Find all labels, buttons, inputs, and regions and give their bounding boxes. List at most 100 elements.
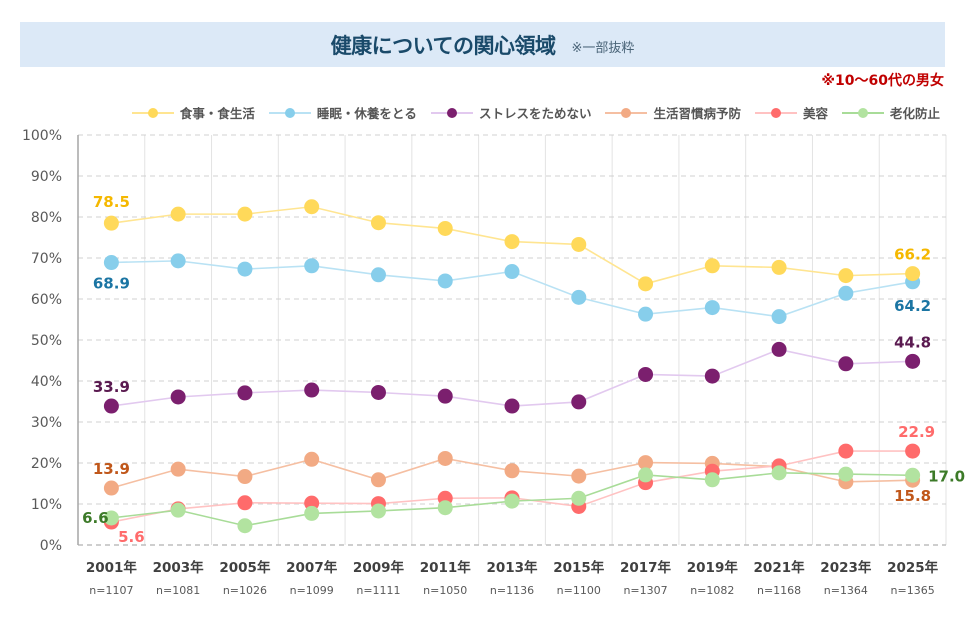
- data-point: [704, 472, 720, 488]
- x-tick-label: 2003年: [153, 559, 205, 576]
- x-tick-label: 2001年: [86, 559, 138, 576]
- data-point: [905, 443, 921, 459]
- data-point: [838, 443, 854, 459]
- data-point: [370, 215, 386, 231]
- data-point: [237, 206, 253, 222]
- data-point: [704, 258, 720, 274]
- data-point: [704, 368, 720, 384]
- chart-title: 健康についての関心領域: [330, 33, 556, 58]
- x-tick-label: 2013年: [486, 559, 538, 576]
- data-point: [905, 467, 921, 483]
- x-tick-label: 2019年: [687, 559, 739, 576]
- legend-item[interactable]: 食事・食生活: [131, 103, 255, 122]
- data-point: [237, 469, 253, 485]
- data-point: [437, 500, 453, 516]
- y-tick-label: 30%: [31, 415, 62, 431]
- data-point: [638, 455, 654, 471]
- sample-size-label: n=1100: [557, 584, 601, 597]
- y-tick-label: 60%: [31, 292, 62, 308]
- legend-line-marker-icon: [430, 107, 473, 118]
- data-point: [237, 518, 253, 534]
- data-point: [838, 285, 854, 301]
- data-point: [437, 388, 453, 404]
- y-tick-label: 80%: [31, 210, 62, 226]
- data-point: [437, 220, 453, 236]
- data-label: 22.9: [898, 423, 935, 441]
- sample-size-label: n=1107: [89, 584, 133, 597]
- legend-label: 美容: [802, 106, 828, 121]
- data-label: 64.2: [894, 297, 931, 315]
- legend-item[interactable]: 睡眠・休養をとる: [268, 103, 417, 122]
- data-point: [704, 300, 720, 316]
- data-point: [504, 493, 520, 509]
- legend-item[interactable]: 美容: [754, 103, 828, 122]
- legend-line-marker-icon: [131, 107, 174, 118]
- y-tick-label: 10%: [31, 497, 62, 513]
- data-point: [437, 273, 453, 289]
- sample-size-label: n=1307: [623, 584, 667, 597]
- data-point: [170, 206, 186, 222]
- data-point: [304, 451, 320, 467]
- sample-size-label: n=1082: [690, 584, 734, 597]
- legend-label: 老化防止: [889, 106, 940, 121]
- data-label: 78.5: [93, 193, 130, 211]
- sample-size-label: n=1081: [156, 584, 200, 597]
- data-point: [103, 510, 119, 526]
- data-point: [170, 461, 186, 477]
- x-tick-label: 2017年: [620, 559, 672, 576]
- x-tick-label: 2009年: [353, 559, 405, 576]
- x-tick-label: 2021年: [754, 559, 806, 576]
- data-label: 44.8: [894, 333, 931, 351]
- data-label: 17.0: [928, 467, 965, 485]
- x-tick-label: 2023年: [820, 559, 872, 576]
- data-point: [504, 264, 520, 280]
- y-tick-label: 20%: [31, 456, 62, 472]
- data-label: 33.9: [93, 378, 130, 396]
- data-label: 5.6: [118, 528, 145, 546]
- data-point: [638, 467, 654, 483]
- legend-item[interactable]: 老化防止: [841, 103, 940, 122]
- data-point: [838, 268, 854, 284]
- data-point: [304, 199, 320, 215]
- data-point: [103, 480, 119, 496]
- data-point: [237, 261, 253, 277]
- data-point: [838, 356, 854, 372]
- y-tick-label: 50%: [31, 333, 62, 349]
- sample-size-label: n=1168: [757, 584, 801, 597]
- data-point: [638, 366, 654, 382]
- chart-subtitle: ※一部抜粋: [571, 41, 635, 56]
- legend-line-marker-icon: [268, 107, 311, 118]
- data-point: [237, 495, 253, 511]
- data-point: [905, 266, 921, 282]
- data-point: [370, 267, 386, 283]
- title-banner: 健康についての関心領域 ※一部抜粋: [20, 22, 945, 67]
- y-tick-label: 0%: [40, 538, 62, 554]
- data-point: [304, 258, 320, 274]
- data-point: [170, 253, 186, 269]
- data-point: [571, 490, 587, 506]
- data-point: [638, 306, 654, 322]
- data-point: [504, 398, 520, 414]
- data-point: [638, 276, 654, 292]
- series-line: [111, 348, 913, 407]
- y-tick-label: 90%: [31, 169, 62, 185]
- data-point: [504, 463, 520, 479]
- legend-item[interactable]: ストレスをためない: [430, 103, 591, 122]
- data-point: [103, 398, 119, 414]
- x-tick-label: 2007年: [286, 559, 338, 576]
- y-tick-label: 100%: [22, 128, 62, 144]
- legend-item[interactable]: 生活習慣病予防: [605, 103, 741, 122]
- x-tick-label: 2015年: [553, 559, 605, 576]
- sample-size-label: n=1026: [223, 584, 267, 597]
- data-label: 66.2: [894, 246, 931, 264]
- data-point: [771, 259, 787, 275]
- data-label: 15.8: [894, 487, 931, 505]
- data-point: [237, 385, 253, 401]
- sample-note: ※10〜60代の男女: [821, 73, 944, 89]
- data-point: [571, 468, 587, 484]
- data-point: [103, 255, 119, 271]
- series-line: [111, 450, 913, 523]
- data-point: [504, 234, 520, 250]
- x-tick-label: 2005年: [219, 559, 271, 576]
